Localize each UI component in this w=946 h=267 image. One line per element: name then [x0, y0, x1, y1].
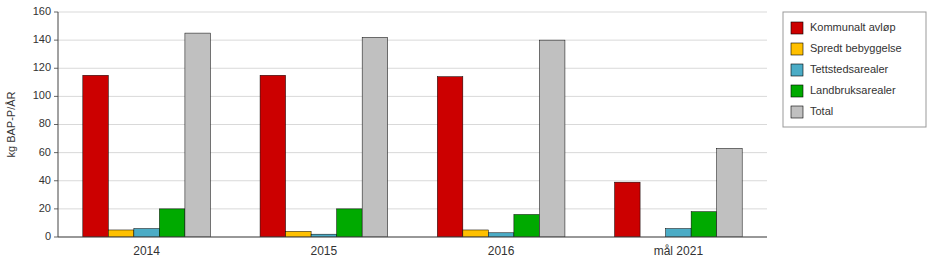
tick-mark	[54, 68, 58, 69]
bar	[514, 215, 540, 238]
legend-swatch	[791, 43, 803, 55]
tick-mark	[54, 12, 58, 13]
tick-mark	[54, 124, 58, 125]
tick-mark	[54, 237, 58, 238]
bar	[260, 75, 286, 237]
legend-label: Total	[810, 105, 833, 117]
grid-line	[58, 40, 767, 41]
tick-label: 0	[45, 230, 51, 242]
legend: Kommunalt avløp Spredt bebyggelse Tettsted…	[783, 12, 926, 127]
tick-label: mål 2021	[654, 244, 704, 258]
bar	[691, 212, 717, 237]
legend-frame	[783, 12, 926, 127]
legend-swatch	[791, 85, 803, 97]
bar	[539, 40, 565, 237]
tick-label: 2016	[488, 244, 515, 258]
grid-line	[58, 68, 767, 69]
tick-label: 160	[33, 5, 51, 17]
grid-line	[58, 96, 767, 97]
tick-mark	[54, 208, 58, 209]
grid-line	[58, 180, 767, 181]
bar	[362, 37, 388, 237]
bar	[615, 182, 641, 237]
bar	[83, 75, 109, 237]
bar	[717, 148, 743, 237]
bars	[83, 33, 742, 237]
grid-line	[58, 237, 767, 238]
tick-label: 80	[39, 117, 51, 129]
tick-label: 140	[33, 33, 51, 45]
legend-swatch	[791, 22, 803, 34]
tick-mark	[54, 96, 58, 97]
bar	[108, 230, 134, 237]
tick-label: 40	[39, 174, 51, 186]
legend-label: Tettstedsarealer	[810, 63, 889, 75]
axis-label: kg BAP-P/ÅR	[5, 91, 17, 157]
legend-label: Landbruksarealer	[810, 84, 896, 96]
chart-container: 0 20 40 60 80 100 120 140 160 kg BAP-P/ÅR 2014 2015…	[0, 0, 946, 267]
y-axis-line	[58, 12, 59, 237]
tick-label: 120	[33, 61, 51, 73]
tick-label: 100	[33, 89, 51, 101]
grid-line	[58, 152, 767, 153]
legend-swatch	[791, 106, 803, 118]
bar	[286, 231, 312, 237]
x-axis: 2014 2015 2016 mål 2021	[133, 244, 703, 258]
legend-label: Kommunalt avløp	[810, 21, 896, 33]
bar	[488, 233, 514, 237]
bar	[437, 77, 463, 237]
x-axis-line	[58, 237, 767, 238]
tick-label: 2015	[311, 244, 338, 258]
tick-label: 2014	[133, 244, 160, 258]
grid-line	[58, 124, 767, 125]
bar	[134, 229, 160, 237]
bar	[666, 229, 692, 237]
tick-mark	[54, 180, 58, 181]
tick-label: 20	[39, 202, 51, 214]
bar	[337, 209, 363, 237]
bar	[185, 33, 211, 237]
bar	[463, 230, 489, 237]
legend-swatch	[791, 64, 803, 76]
chart: 0 20 40 60 80 100 120 140 160 kg BAP-P/ÅR 2014 2015…	[0, 0, 946, 267]
legend-label: Spredt bebyggelse	[810, 42, 902, 54]
grid-line	[58, 12, 767, 13]
y-axis: 0 20 40 60 80 100 120 140 160	[33, 5, 767, 242]
tick-mark	[54, 40, 58, 41]
bar	[159, 209, 185, 237]
tick-mark	[54, 152, 58, 153]
tick-label: 60	[39, 146, 51, 158]
